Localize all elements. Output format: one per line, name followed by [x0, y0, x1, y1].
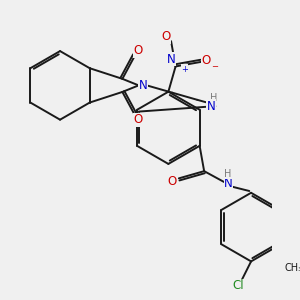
Text: O: O [133, 113, 142, 126]
Text: O: O [202, 54, 211, 67]
Text: Cl: Cl [232, 279, 244, 292]
Text: N: N [139, 79, 148, 92]
Text: N: N [206, 100, 215, 112]
Text: +: + [181, 64, 188, 74]
Text: O: O [161, 30, 170, 43]
Text: −: − [211, 62, 218, 71]
Text: CH₃: CH₃ [284, 263, 300, 273]
Text: O: O [133, 44, 142, 57]
Text: N: N [224, 177, 233, 190]
Text: O: O [167, 175, 176, 188]
Text: H: H [224, 169, 231, 179]
Text: H: H [210, 93, 217, 103]
Text: N: N [167, 53, 176, 66]
